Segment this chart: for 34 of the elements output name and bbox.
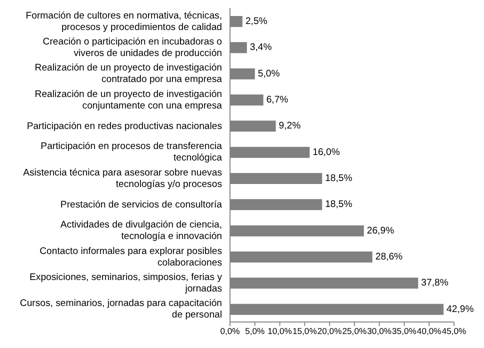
data-label: 9,2% bbox=[278, 120, 302, 132]
y-tick-label: Prestación de servicios de consultoría bbox=[60, 198, 223, 210]
x-tick-label: 25,0% bbox=[342, 326, 367, 336]
data-label: 5,0% bbox=[258, 68, 280, 80]
x-tick-label: 35,0% bbox=[392, 326, 417, 336]
data-label: 28,6% bbox=[375, 252, 404, 262]
data-label: 18,5% bbox=[325, 173, 353, 184]
y-tick-label: Exposiciones, seminarios, simposios, ferias y jornadas bbox=[30, 272, 222, 294]
x-tick-label: 10,0% bbox=[268, 326, 292, 336]
y-tick-label: Realización de un proyecto de investigación conjuntamente con una empresa bbox=[34, 88, 223, 111]
y-tick-label: Participación en redes productivas nacionales bbox=[26, 120, 222, 132]
data-label: 18,5% bbox=[325, 199, 353, 210]
data-label: 26,9% bbox=[366, 225, 395, 236]
y-tick-label: Formación de cultores en normativa, técnicas, procesos y procedimientos de calidad bbox=[26, 10, 222, 32]
data-label: 42,9% bbox=[446, 304, 474, 315]
data-label: 37,8% bbox=[421, 278, 449, 289]
y-tick-label: Contacto informales para explorar posibles colaboraciones bbox=[40, 245, 222, 268]
x-tick-label: 20,0% bbox=[317, 326, 342, 336]
x-tick-label: 15,0% bbox=[292, 326, 318, 336]
x-tick-label: 5,0% bbox=[245, 326, 266, 336]
x-tick-label: 45,0% bbox=[442, 326, 467, 336]
data-label: 16,0% bbox=[312, 146, 340, 158]
x-tick-label: 0,0% bbox=[220, 326, 240, 336]
y-tick-label: Participación en procesos de transferencia tecnológica bbox=[40, 140, 223, 164]
y-tick-label: Creación o participación en incubadoras o viveros de unidades de producción bbox=[42, 36, 222, 58]
x-tick-label: 30,0% bbox=[367, 326, 392, 336]
y-tick-label: Cursos, seminarios, jornadas para capacitación de personal bbox=[20, 298, 222, 320]
data-label: 6,7% bbox=[266, 94, 289, 106]
y-tick-label: Asistencia técnica para asesorar sobre nuevas tecnologías y/o procesos bbox=[23, 166, 222, 190]
data-label: 3,4% bbox=[250, 42, 272, 54]
y-tick-label: Realización de un proyecto de investigación contratado por una empresa bbox=[34, 62, 223, 85]
x-tick-label: 40,0% bbox=[416, 326, 442, 336]
data-label: 2,5% bbox=[245, 16, 268, 27]
y-tick-label: Actividades de divulgación de ciencia, tecnología e innovación bbox=[60, 219, 222, 242]
